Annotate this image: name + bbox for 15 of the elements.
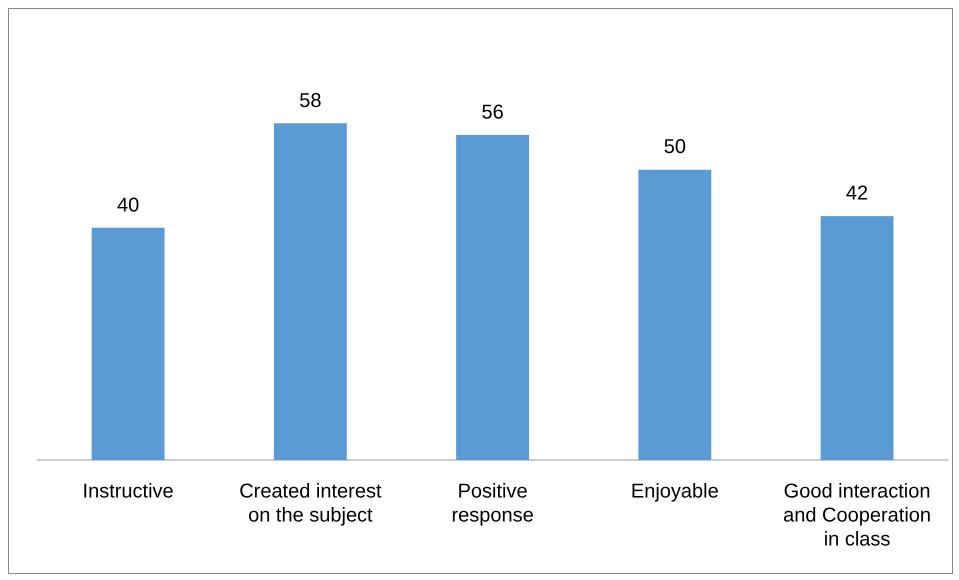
data-label: 56 — [481, 101, 504, 124]
x-tick-label: Good interaction and Cooperation in class — [783, 480, 931, 551]
x-tick-label: Positive response — [451, 480, 534, 527]
bar — [820, 216, 894, 460]
bar — [92, 228, 165, 460]
x-tick-label: Created interest on the subject — [239, 480, 382, 527]
x-tick-label: Instructive — [82, 480, 174, 503]
bar — [456, 134, 530, 460]
bar — [274, 123, 347, 460]
data-label: 58 — [299, 90, 322, 112]
data-label: 40 — [116, 194, 140, 216]
data-label: 50 — [664, 136, 686, 158]
bar — [638, 170, 712, 460]
x-tick-label: Enjoyable — [630, 480, 719, 503]
data-label: 42 — [846, 182, 868, 205]
